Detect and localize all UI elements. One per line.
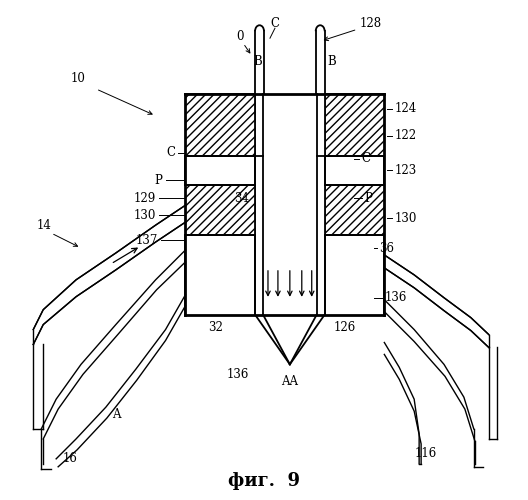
Text: 36: 36 [379, 242, 394, 254]
Polygon shape [185, 186, 255, 235]
Text: AA: AA [281, 375, 298, 388]
Polygon shape [33, 205, 185, 344]
Text: 123: 123 [394, 164, 417, 177]
Text: 0: 0 [237, 30, 244, 43]
Text: B: B [327, 54, 336, 68]
Text: A: A [111, 408, 120, 420]
Text: P: P [155, 174, 163, 187]
Polygon shape [185, 94, 255, 156]
Text: 130: 130 [133, 208, 156, 222]
Text: 16: 16 [63, 452, 78, 466]
Polygon shape [325, 94, 384, 156]
Text: 130: 130 [394, 212, 417, 224]
Text: C: C [166, 146, 175, 159]
Text: 124: 124 [394, 102, 417, 116]
Text: C: C [270, 17, 279, 30]
Polygon shape [325, 186, 384, 235]
Text: 128: 128 [360, 17, 382, 30]
Text: 116: 116 [414, 448, 437, 460]
Text: фиг.  9: фиг. 9 [228, 472, 300, 490]
Text: 32: 32 [208, 321, 223, 334]
Text: B: B [253, 54, 262, 68]
Text: 126: 126 [333, 321, 356, 334]
Text: P: P [364, 192, 372, 205]
Text: 34: 34 [234, 192, 250, 205]
Text: 136: 136 [227, 368, 249, 381]
Text: 14: 14 [36, 218, 51, 232]
Polygon shape [384, 255, 489, 348]
Text: 10: 10 [71, 72, 86, 86]
Text: C: C [362, 152, 371, 165]
Text: 136: 136 [384, 291, 407, 304]
Text: 137: 137 [135, 234, 157, 246]
Text: 129: 129 [134, 192, 156, 205]
Text: 122: 122 [394, 129, 417, 142]
